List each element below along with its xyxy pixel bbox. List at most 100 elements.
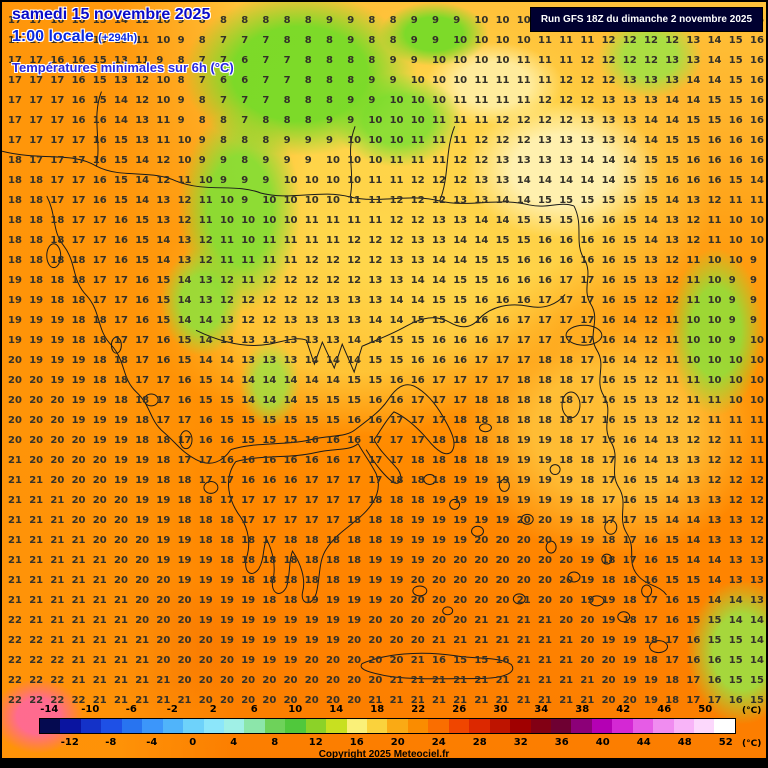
- temp-value: 13: [220, 315, 234, 326]
- temp-value: 10: [283, 215, 298, 226]
- temp-value: 13: [686, 35, 701, 46]
- temp-value: 15: [156, 295, 171, 306]
- west-coastline: [46, 195, 232, 464]
- temp-value: 10: [368, 135, 383, 146]
- temp-value: 21: [389, 695, 404, 706]
- temp-value: 7: [262, 55, 270, 66]
- colorbar: [39, 718, 736, 734]
- temp-value: 14: [241, 395, 256, 406]
- temp-value: 16: [686, 155, 701, 166]
- temp-value: 11: [474, 75, 489, 86]
- temp-value: 9: [750, 255, 757, 266]
- temp-value: 20: [389, 615, 404, 626]
- temp-value: 21: [71, 555, 86, 566]
- temp-value: 14: [538, 175, 552, 186]
- temp-value: 21: [410, 675, 425, 686]
- temp-value: 17: [198, 475, 213, 486]
- temp-value: 21: [71, 535, 86, 546]
- temp-value: 17: [347, 455, 362, 466]
- temp-value: 9: [432, 35, 439, 46]
- temp-value: 17: [8, 15, 22, 26]
- temp-value: 13: [135, 115, 150, 126]
- colorbar-unit-top: (°C): [742, 706, 762, 716]
- temp-value: 11: [559, 35, 574, 46]
- temp-value: 15: [728, 75, 743, 86]
- temp-value: 9: [410, 55, 418, 66]
- temp-value: 21: [538, 695, 552, 706]
- temp-value: 17: [135, 375, 150, 386]
- temp-value: 19: [114, 435, 128, 446]
- temp-value: 20: [92, 455, 107, 466]
- temp-value: 12: [644, 375, 658, 386]
- temp-value: 19: [453, 515, 468, 526]
- temp-value: 15: [368, 355, 383, 366]
- temp-value: 20: [114, 555, 128, 566]
- temp-value: 12: [432, 175, 446, 186]
- temp-value: 10: [707, 255, 722, 266]
- temp-value: 9: [750, 315, 757, 326]
- temp-value: 16: [262, 475, 277, 486]
- temp-value: 20: [516, 515, 531, 526]
- temp-value: 16: [262, 455, 277, 466]
- temp-value: 18: [389, 515, 404, 526]
- temp-value: 13: [135, 135, 150, 146]
- temp-value: 16: [495, 655, 510, 666]
- temp-value: 20: [177, 615, 192, 626]
- temp-value: 8: [198, 115, 206, 126]
- temp-value: 8: [304, 15, 312, 26]
- temp-value: 15: [665, 535, 680, 546]
- temp-value: 17: [410, 395, 425, 406]
- temp-value: 13: [559, 155, 574, 166]
- temp-value: 18: [474, 435, 489, 446]
- temp-value: 16: [707, 675, 722, 686]
- temp-value: 12: [707, 195, 722, 206]
- temp-value: 17: [368, 455, 383, 466]
- temp-value: 17: [601, 475, 616, 486]
- temp-value: 17: [389, 455, 404, 466]
- colorbar-chip: [264, 719, 286, 733]
- temp-value: 11: [516, 95, 531, 106]
- temp-value: 16: [198, 435, 213, 446]
- temp-value: 21: [29, 615, 44, 626]
- temp-value: 21: [50, 615, 65, 626]
- temp-value: 19: [410, 555, 425, 566]
- temp-value: 15: [707, 635, 722, 646]
- temp-value: 12: [559, 95, 574, 106]
- temp-value: 20: [135, 535, 150, 546]
- colorbar-label: 8: [271, 737, 279, 748]
- temp-value: 21: [474, 635, 489, 646]
- temp-value: 12: [389, 235, 404, 246]
- temp-value: 18: [601, 575, 616, 586]
- temp-value: 11: [241, 275, 256, 286]
- colorbar-chip: [428, 719, 449, 733]
- temp-value: 17: [50, 115, 65, 126]
- colorbar-chip: [183, 719, 204, 733]
- colorbar-label: 28: [472, 737, 487, 748]
- temp-value: 10: [686, 335, 701, 346]
- temp-value: 22: [50, 655, 65, 666]
- temp-value: 14: [644, 135, 658, 146]
- colorbar-chip: [448, 719, 470, 733]
- temp-value: 14: [177, 295, 192, 306]
- temp-value: 11: [665, 315, 680, 326]
- temp-value: 17: [432, 415, 446, 426]
- temp-value: 11: [262, 235, 277, 246]
- temp-value: 9: [728, 335, 736, 346]
- temp-value: 17: [29, 35, 44, 46]
- temp-value: 12: [728, 455, 743, 466]
- temp-value: 9: [347, 35, 355, 46]
- temp-value: 10: [410, 95, 425, 106]
- temp-value: 18: [538, 395, 552, 406]
- temp-value: 12: [622, 35, 637, 46]
- colorbar-label: 52: [718, 737, 733, 748]
- temp-value: 20: [601, 675, 616, 686]
- colorbar-label: -14: [40, 704, 59, 715]
- temp-value: 21: [92, 555, 107, 566]
- temp-value: 17: [156, 415, 171, 426]
- temp-value: 16: [474, 335, 489, 346]
- temp-value: 9: [198, 155, 206, 166]
- temp-value: 18: [8, 175, 22, 186]
- temp-value: 10: [750, 335, 764, 346]
- temp-value: 21: [495, 695, 510, 706]
- temp-value: 13: [283, 315, 298, 326]
